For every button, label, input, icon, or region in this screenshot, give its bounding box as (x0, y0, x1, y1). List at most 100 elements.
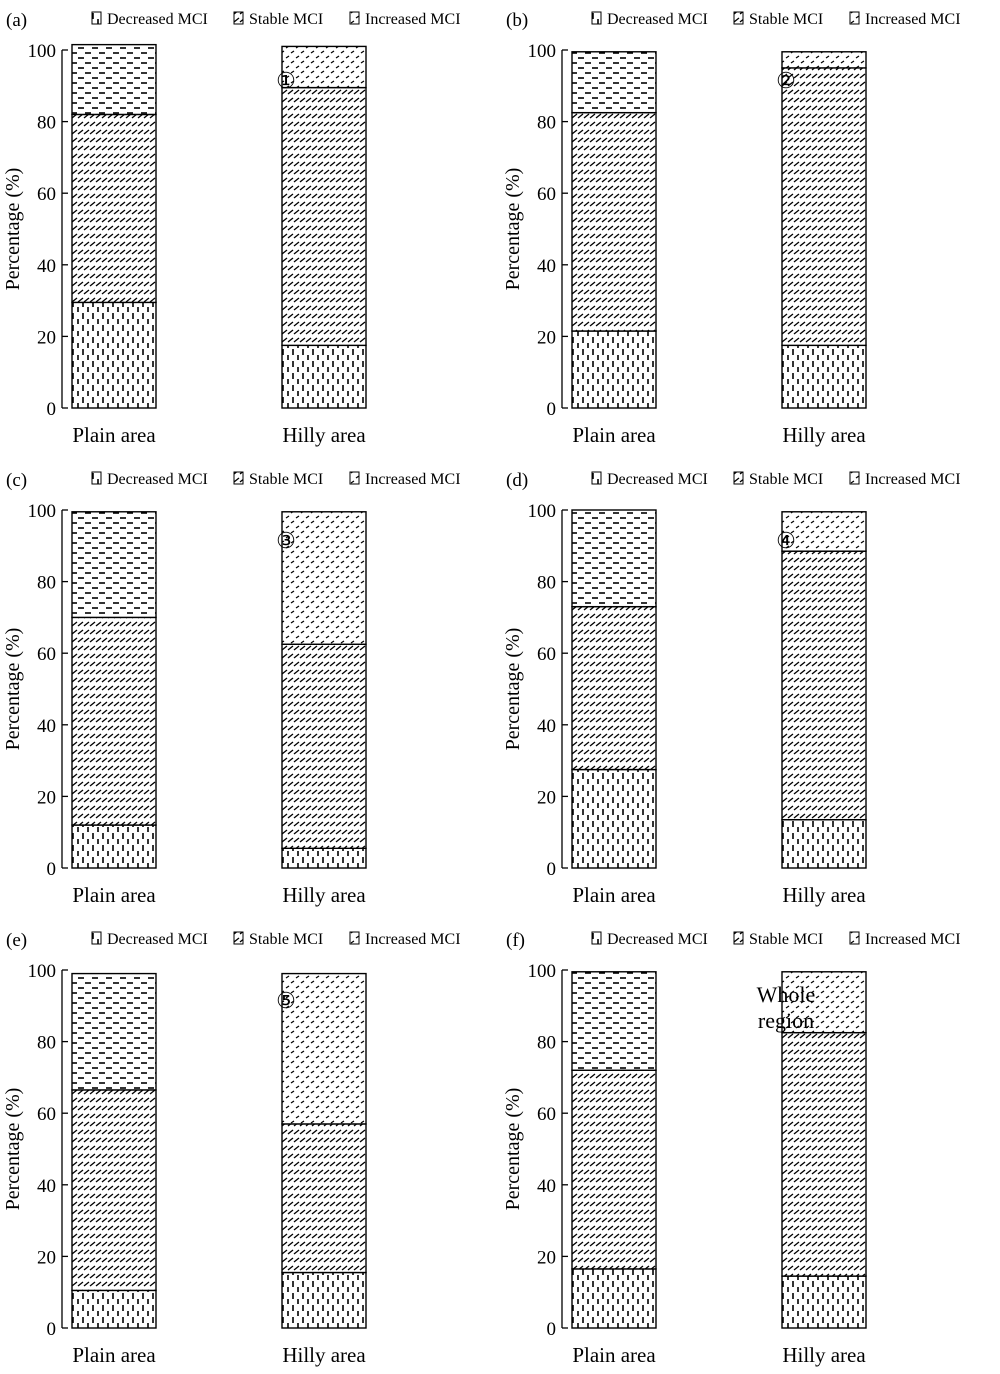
bar-stack-plain-area (71, 43, 157, 409)
bar-segment-stable-mci (571, 111, 657, 332)
legend-label: Decreased MCI (607, 471, 708, 488)
bar-segment-increased-mci (281, 972, 367, 1125)
y-axis-label: Percentage (%) (502, 628, 524, 751)
legend-label: Stable MCI (749, 11, 823, 28)
panel-annotation: Whole (757, 982, 816, 1007)
bar-segment-increased-mci (71, 972, 157, 1091)
x-category-label: Hilly area (282, 1343, 366, 1367)
y-tick-label: 100 (528, 501, 557, 522)
y-axis-label: Percentage (%) (2, 168, 24, 291)
chart-panel-a: (a) Decreased MCI Stable MCI Increased MCI 0… (0, 0, 500, 454)
y-tick-label: 100 (28, 501, 57, 522)
bar-segment-stable-mci (281, 1123, 367, 1274)
legend-swatch (91, 471, 102, 485)
legend-label: Stable MCI (249, 471, 323, 488)
bar-stack-plain-area (71, 972, 157, 1329)
y-tick-label: 40 (537, 1176, 556, 1197)
legend-swatch (91, 11, 102, 25)
bar-segment-decreased-mci (71, 1289, 157, 1329)
legend-swatch (591, 931, 602, 945)
legend-label: Stable MCI (249, 931, 323, 948)
legend-item-stable-mci: Stable MCI (233, 931, 323, 948)
x-category-label: Plain area (72, 883, 156, 907)
chart-svg: (f) Decreased MCI Stable MCI Increased MCI 0… (502, 930, 961, 1367)
legend-label: Increased MCI (365, 471, 461, 488)
x-category-label: Plain area (72, 423, 156, 447)
y-tick-label: 80 (537, 573, 556, 594)
y-tick-label: 60 (37, 1104, 56, 1125)
bar-segment-increased-mci (71, 511, 157, 619)
y-tick-label: 0 (47, 399, 57, 420)
bar-stack-plain-area (571, 971, 657, 1329)
legend-item-decreased-mci: Decreased MCI (91, 931, 208, 948)
panel-letter: (e) (6, 930, 27, 951)
legend-label: Decreased MCI (107, 931, 208, 948)
legend-swatch (849, 471, 860, 485)
legend-swatch (349, 11, 360, 25)
y-axis-label: Percentage (%) (2, 628, 24, 751)
bar-stack-plain-area (571, 509, 657, 869)
bar-segment-stable-mci (281, 86, 367, 347)
bar-segment-stable-mci (71, 113, 157, 304)
bar-segment-decreased-mci (571, 330, 657, 409)
bar-segment-decreased-mci (781, 818, 867, 869)
legend-item-stable-mci: Stable MCI (733, 11, 823, 28)
legend-swatch (233, 11, 244, 25)
bar-stack-hilly-area (781, 511, 867, 869)
y-axis-label: Percentage (%) (2, 1088, 24, 1211)
bar-segment-stable-mci (571, 1069, 657, 1270)
bar-segment-increased-mci (781, 511, 867, 552)
y-tick-label: 20 (537, 327, 556, 348)
panel-annotation: ② (776, 68, 796, 93)
y-tick-label: 100 (528, 961, 557, 982)
legend-swatch (233, 931, 244, 945)
x-category-label: Plain area (572, 1343, 656, 1367)
y-tick-label: 80 (537, 1033, 556, 1054)
bar-segment-stable-mci (781, 1031, 867, 1277)
y-tick-label: 20 (537, 787, 556, 808)
bar-segment-increased-mci (571, 971, 657, 1071)
y-tick-label: 0 (47, 1319, 57, 1340)
legend-swatch (233, 471, 244, 485)
legend-swatch (91, 931, 102, 945)
bar-segment-increased-mci (571, 51, 657, 114)
bar-segment-increased-mci (71, 43, 157, 116)
legend-label: Decreased MCI (107, 11, 208, 28)
y-tick-label: 40 (537, 256, 556, 277)
bar-segment-decreased-mci (71, 301, 157, 409)
legend-swatch (591, 11, 602, 25)
legend-swatch (591, 471, 602, 485)
x-category-label: Hilly area (282, 423, 366, 447)
bar-stack-plain-area (571, 51, 657, 409)
y-tick-label: 0 (547, 859, 557, 880)
panel-annotation: ① (276, 68, 296, 93)
panel-annotation: region (758, 1008, 814, 1033)
y-tick-label: 100 (28, 41, 57, 62)
x-category-label: Plain area (572, 423, 656, 447)
x-category-label: Plain area (572, 883, 656, 907)
x-category-label: Hilly area (782, 1343, 866, 1367)
legend-swatch (349, 471, 360, 485)
panel-letter: (f) (506, 930, 525, 951)
y-axis-label: Percentage (%) (502, 1088, 524, 1211)
legend-label: Decreased MCI (107, 471, 208, 488)
legend-item-stable-mci: Stable MCI (733, 471, 823, 488)
y-tick-label: 100 (28, 961, 57, 982)
chart-svg: (c) Decreased MCI Stable MCI Increased MCI 0… (2, 470, 461, 907)
y-tick-label: 40 (537, 716, 556, 737)
bar-segment-increased-mci (781, 971, 867, 1034)
y-tick-label: 20 (537, 1247, 556, 1268)
chart-panel-c: (c) Decreased MCI Stable MCI Increased MCI 0… (0, 460, 500, 914)
legend-label: Stable MCI (749, 931, 823, 948)
bar-stack-hilly-area (281, 972, 367, 1329)
legend-label: Increased MCI (865, 931, 961, 948)
bar-segment-decreased-mci (281, 1271, 367, 1329)
y-tick-label: 80 (37, 113, 56, 134)
y-axis-label: Percentage (%) (502, 168, 524, 291)
legend-label: Stable MCI (249, 11, 323, 28)
bar-segment-increased-mci (281, 45, 367, 89)
panel-annotation: ③ (276, 528, 296, 553)
panel-letter: (a) (6, 10, 27, 31)
bar-segment-decreased-mci (571, 768, 657, 869)
